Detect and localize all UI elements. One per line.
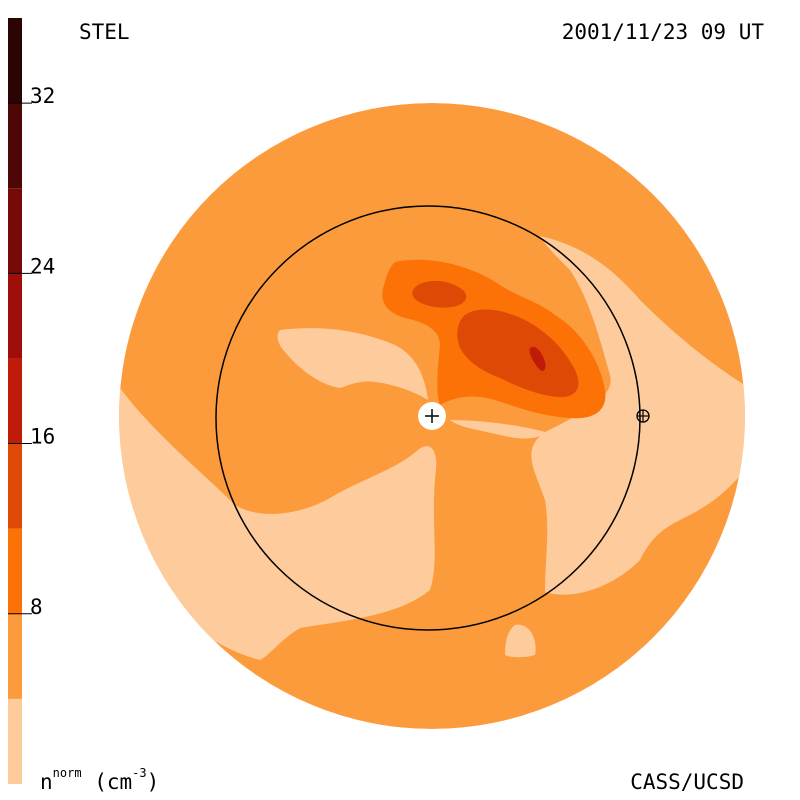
colorbar-tick-label: 16 [30,425,55,449]
colorbar-tick-label: 8 [30,595,43,619]
colorbar-unit-label: nnorm (cm-3) [40,766,160,794]
colorbar-segment [8,613,22,699]
sun-marker [418,402,446,430]
instrument-title: STEL [79,20,130,44]
region-low-east [531,236,745,595]
region-peak [529,346,546,371]
region-dense-core [457,309,579,398]
region-low-northwest [277,328,428,400]
region-dense-northwest [412,280,467,308]
colorbar-segment [8,443,22,529]
timestamp: 2001/11/23 09 UT [561,20,764,44]
colorbar: 8 16 24 32 [8,18,55,784]
colorbar-segment [8,358,22,444]
earth-orbit-circle [215,205,641,631]
colorbar-segment [8,103,22,189]
earth-marker [636,409,650,423]
colorbar-tick-label: 32 [30,84,55,108]
colorbar-tick-label: 24 [30,254,55,278]
colorbar-segment [8,698,22,784]
colorbar-segment [8,528,22,614]
region-low-southwest [119,385,437,660]
credit-label: CASS/UCSD [630,770,744,794]
colorbar-segment [8,18,22,104]
colorbar-segment [8,273,22,359]
region-low-spot [505,624,536,658]
region-low-streak [450,420,545,439]
colorbar-segment [8,188,22,274]
